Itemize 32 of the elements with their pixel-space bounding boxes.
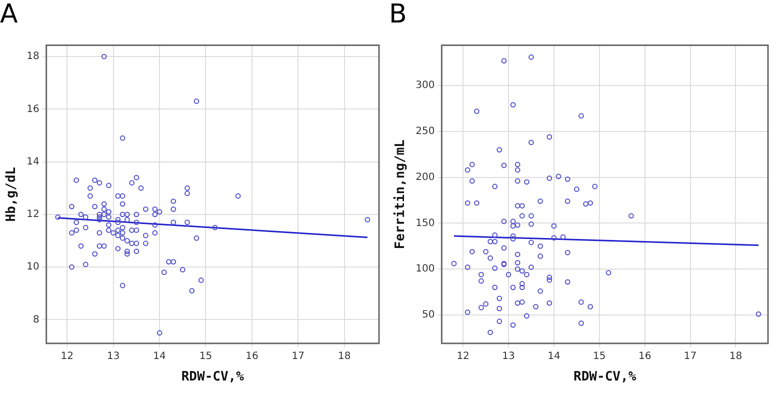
chart-title: B xyxy=(389,0,407,30)
y-tick-label: 300 xyxy=(416,80,435,92)
y-axis-title: Hb,g/dL xyxy=(4,166,20,222)
y-tick-label: 14 xyxy=(26,156,40,168)
y-tick-label: 50 xyxy=(422,310,435,321)
y-tick-label: 18 xyxy=(26,51,40,62)
x-tick-label: 15 xyxy=(199,350,212,362)
y-tick-label: 150 xyxy=(416,218,435,229)
x-tick-label: 12 xyxy=(60,350,74,362)
x-tick-label: 13 xyxy=(106,350,120,362)
x-tick-label: 17 xyxy=(684,350,697,362)
y-tick-label: 8 xyxy=(32,314,40,326)
y-axis-title: Ferritin,ng/mL xyxy=(393,139,408,250)
x-tick-label: 18 xyxy=(729,350,742,362)
x-tick-label: 14 xyxy=(548,350,560,362)
y-tick-label: 200 xyxy=(416,172,435,183)
x-tick-label: 18 xyxy=(338,350,351,362)
x-tick-label: 17 xyxy=(292,350,305,362)
chart-title: A xyxy=(0,0,18,30)
y-tick-label: 12 xyxy=(26,209,40,220)
x-tick-label: 13 xyxy=(502,350,515,362)
x-axis-title: RDW-CV,% xyxy=(181,370,244,385)
x-tick-label: 16 xyxy=(638,350,652,362)
y-tick-label: 10 xyxy=(26,262,40,273)
x-tick-label: 14 xyxy=(153,350,166,362)
y-tick-label: 100 xyxy=(416,264,435,275)
x-tick-label: 12 xyxy=(456,350,470,362)
y-tick-label: 16 xyxy=(26,104,40,115)
x-tick-label: 16 xyxy=(246,350,258,362)
x-axis-title: RDW-CV,% xyxy=(574,370,636,385)
y-tick-label: 250 xyxy=(416,126,435,138)
x-tick-label: 15 xyxy=(593,350,606,362)
